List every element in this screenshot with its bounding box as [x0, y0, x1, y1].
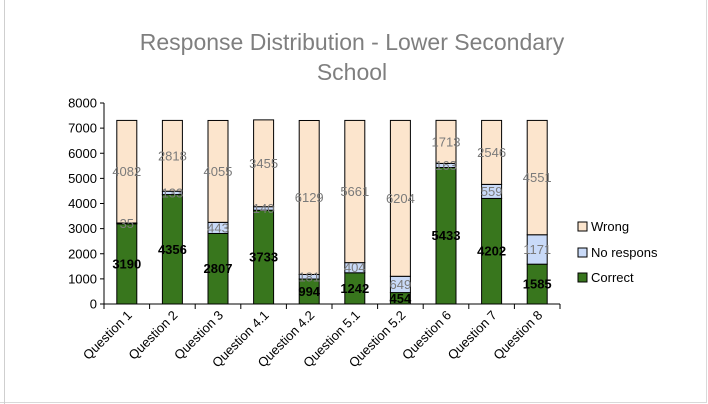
bar-segment-wrong	[481, 119, 503, 185]
data-label-wrong: 5661	[340, 184, 369, 199]
data-label-wrong: 2818	[158, 148, 187, 163]
data-label-wrong: 6204	[386, 191, 415, 206]
data-label-no-response: 649	[390, 277, 412, 292]
y-tick-label: 3000	[68, 221, 97, 236]
data-label-correct: 1585	[523, 277, 552, 292]
data-label-correct: 454	[390, 291, 412, 306]
data-label-correct: 5433	[432, 228, 461, 243]
bar-segment-wrong	[344, 119, 366, 264]
y-tick-label: 6000	[68, 146, 97, 161]
data-label-wrong: 3455	[249, 156, 278, 171]
y-tick-label: 2000	[68, 246, 97, 261]
bar-segment-wrong	[161, 119, 183, 192]
data-label-wrong: 6129	[295, 190, 324, 205]
legend-swatch-correct	[577, 272, 588, 283]
y-tick-label: 7000	[68, 121, 97, 136]
legend-label-wrong: Wrong	[591, 219, 629, 234]
chart-title-line-1: Response Distribution - Lower Secondary	[140, 29, 565, 55]
data-label-no-response: 140	[253, 201, 275, 216]
data-label-no-response: 35	[120, 216, 134, 231]
chart-title-line-2: School	[317, 59, 387, 85]
data-label-no-response: 443	[207, 220, 229, 235]
bar-segment-wrong	[389, 119, 411, 277]
legend-label-correct: Correct	[591, 270, 634, 285]
x-category-label: Question 8	[490, 308, 545, 363]
bar-segment-wrong	[207, 119, 229, 223]
data-label-wrong: 1713	[432, 134, 461, 149]
bar-segment-wrong	[298, 119, 320, 275]
bar-segment-wrong	[526, 119, 548, 236]
data-label-no-response: 559	[481, 184, 503, 199]
bar-segment-wrong	[253, 119, 275, 208]
legend-swatch-wrong	[577, 221, 588, 232]
data-label-correct: 3733	[249, 250, 278, 265]
data-label-wrong: 4082	[112, 164, 141, 179]
y-tick-label: 8000	[68, 96, 97, 111]
y-tick-label: 5000	[68, 171, 97, 186]
data-label-no-response: 181	[298, 269, 320, 284]
data-label-no-response: 163	[435, 158, 457, 173]
left-pane-edge	[4, 0, 5, 404]
y-tick-label: 0	[90, 297, 97, 312]
data-label-no-response: 1171	[523, 242, 551, 257]
data-label-wrong: 2546	[477, 145, 506, 160]
legend-label-no-response: No respons	[591, 245, 658, 260]
bar-segment-wrong	[435, 119, 457, 164]
data-label-wrong: 4551	[523, 170, 552, 185]
data-label-correct: 994	[298, 284, 320, 299]
bar-segment-wrong	[116, 119, 138, 224]
data-label-wrong: 4055	[204, 164, 233, 179]
data-label-no-response: 404	[344, 260, 366, 275]
data-label-correct: 2807	[204, 261, 233, 276]
data-label-correct: 3190	[112, 256, 141, 271]
legend-swatch-no-response	[577, 247, 588, 258]
y-tick-label: 1000	[68, 271, 97, 286]
data-label-correct: 1242	[340, 281, 369, 296]
y-tick-label: 4000	[68, 196, 97, 211]
data-label-correct: 4202	[477, 244, 506, 259]
data-label-correct: 4356	[158, 242, 187, 257]
data-label-no-response: 133	[162, 185, 184, 200]
